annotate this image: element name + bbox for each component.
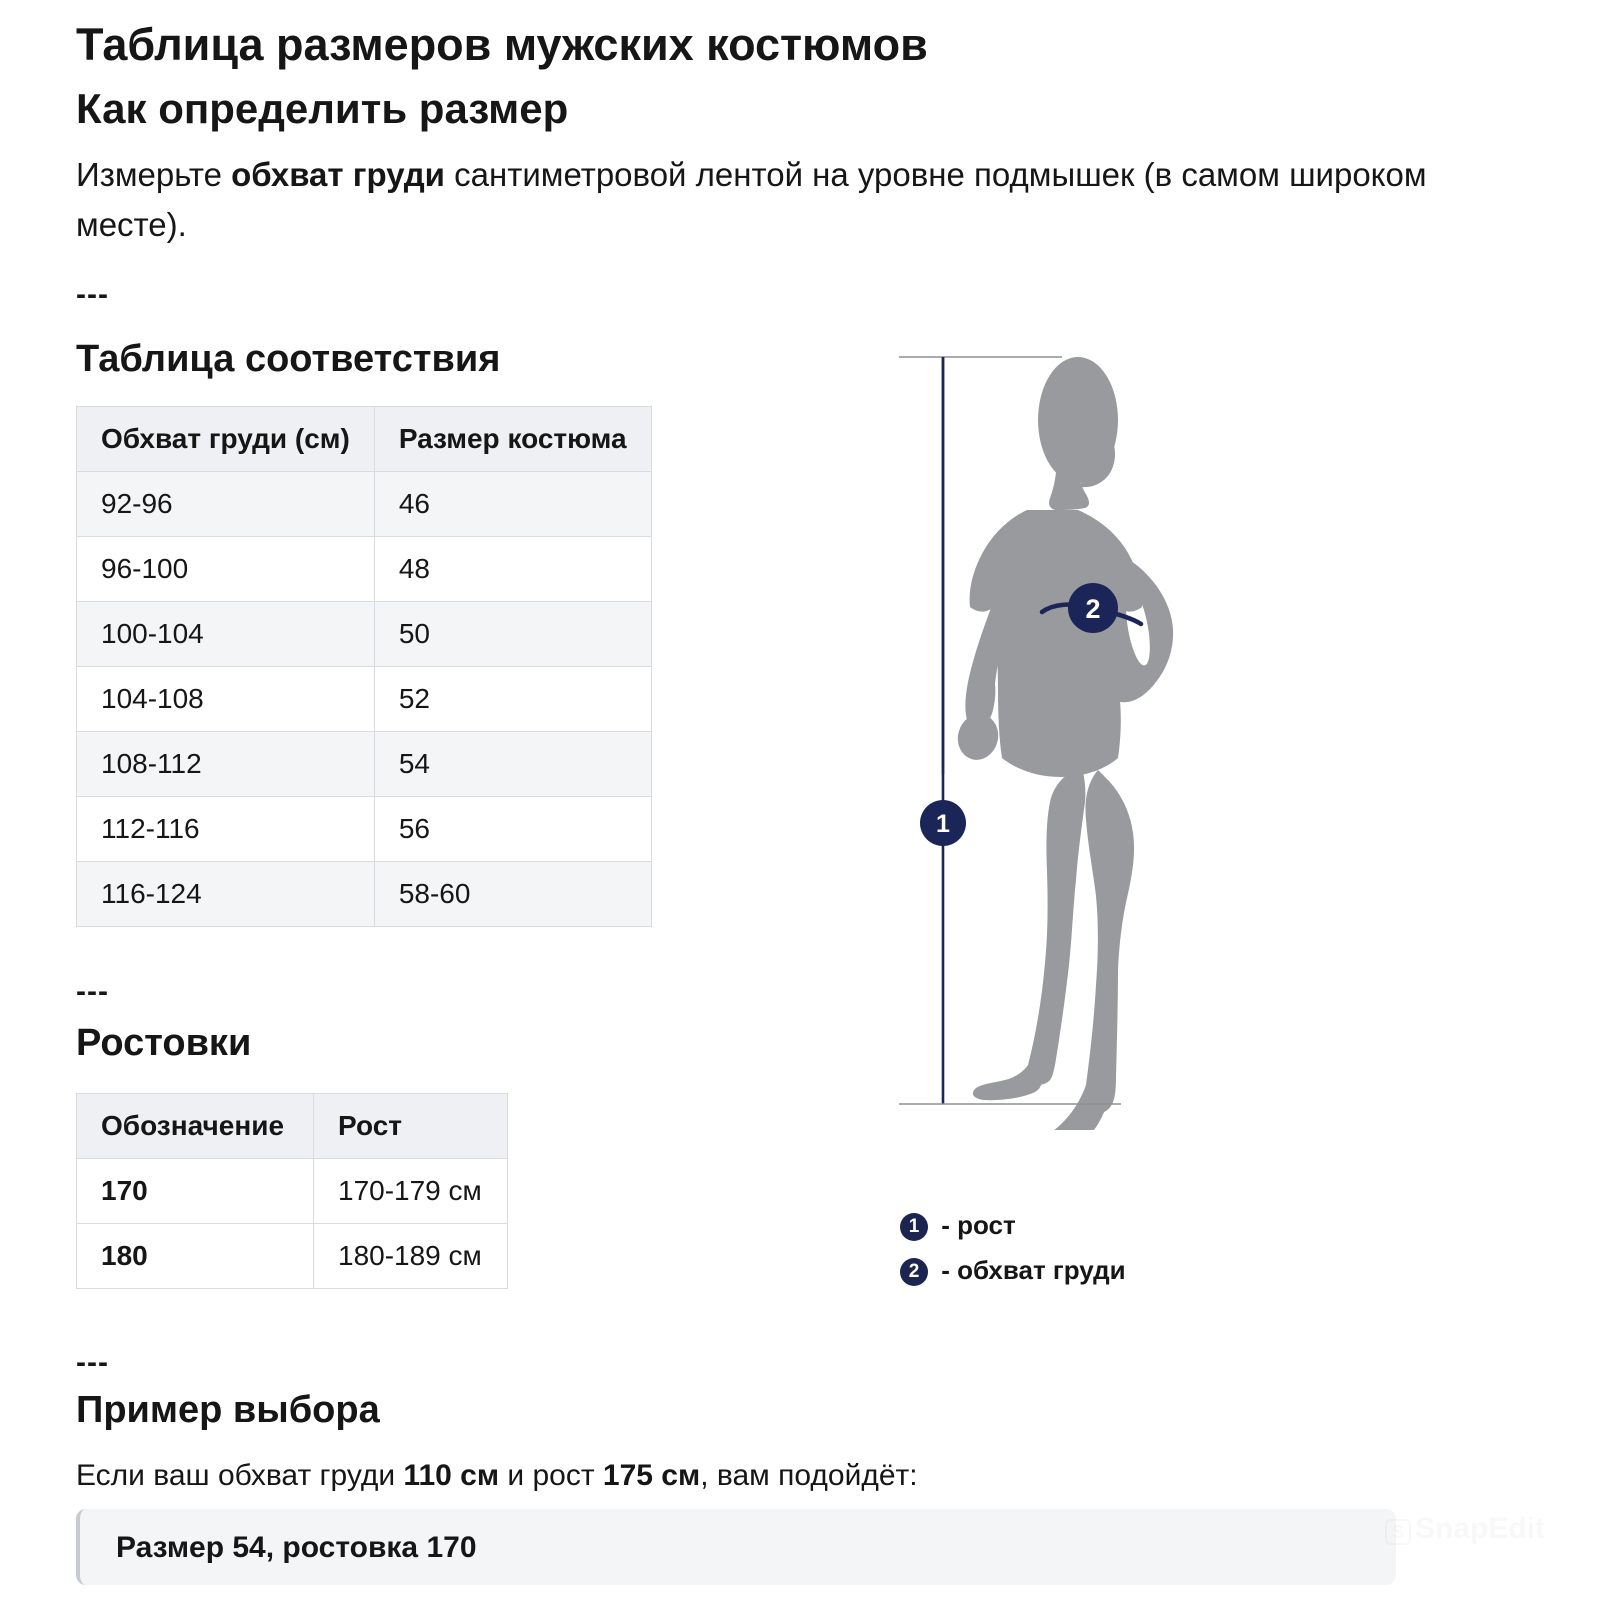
svg-text:2: 2 [1085, 594, 1100, 624]
svg-text:1: 1 [936, 810, 950, 838]
